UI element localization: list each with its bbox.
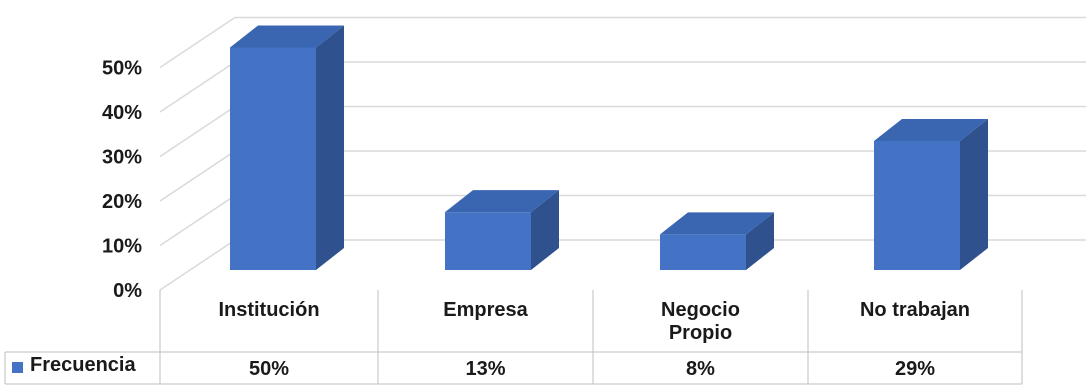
data-table-lines <box>4 290 1023 385</box>
y-tick-label: 30% <box>102 147 142 169</box>
bar-1 <box>445 190 559 270</box>
gridline-diag <box>159 194 236 247</box>
gridline-diag <box>159 61 236 113</box>
category-label: No trabajan <box>859 299 971 321</box>
bar-0 <box>230 25 344 270</box>
y-axis: 0% 10% 20% 30% 40% 50% <box>102 58 142 303</box>
y-tick-label: 50% <box>102 58 142 80</box>
bar-top <box>230 25 344 48</box>
legend-label-frecuencia: Frecuencia <box>30 354 136 376</box>
bar-top <box>874 118 988 141</box>
bar-top <box>445 190 559 213</box>
data-table-value: 29% <box>894 358 936 380</box>
y-tick-label: 20% <box>102 191 142 213</box>
bar-front <box>445 212 531 270</box>
bar-side <box>960 118 988 270</box>
category-label: Institución <box>218 299 320 321</box>
bar-side <box>316 25 344 270</box>
legend-key-frecuencia <box>12 362 23 373</box>
bar-front <box>230 47 316 270</box>
bar-side <box>746 212 774 270</box>
y-tick-label: 10% <box>102 236 142 258</box>
bar-3 <box>874 118 988 270</box>
bar-front <box>660 234 746 270</box>
category-label: Negocio Propio <box>661 299 740 344</box>
data-table-value: 13% <box>465 358 506 380</box>
gridline-diag <box>159 105 236 158</box>
bar-top <box>660 212 774 235</box>
gridline-diag <box>159 150 236 202</box>
gridline-diag <box>159 16 236 69</box>
bars <box>230 25 988 270</box>
y-tick-label: 0% <box>113 280 142 302</box>
bar-front <box>874 140 960 270</box>
bar-side <box>531 190 559 270</box>
bar-2 <box>660 212 774 270</box>
gridline-diag <box>159 239 236 291</box>
category-label: Empresa <box>443 299 528 321</box>
data-table-value: 50% <box>248 358 290 380</box>
data-table-value: 8% <box>686 358 715 380</box>
y-tick-label: 40% <box>102 102 142 124</box>
